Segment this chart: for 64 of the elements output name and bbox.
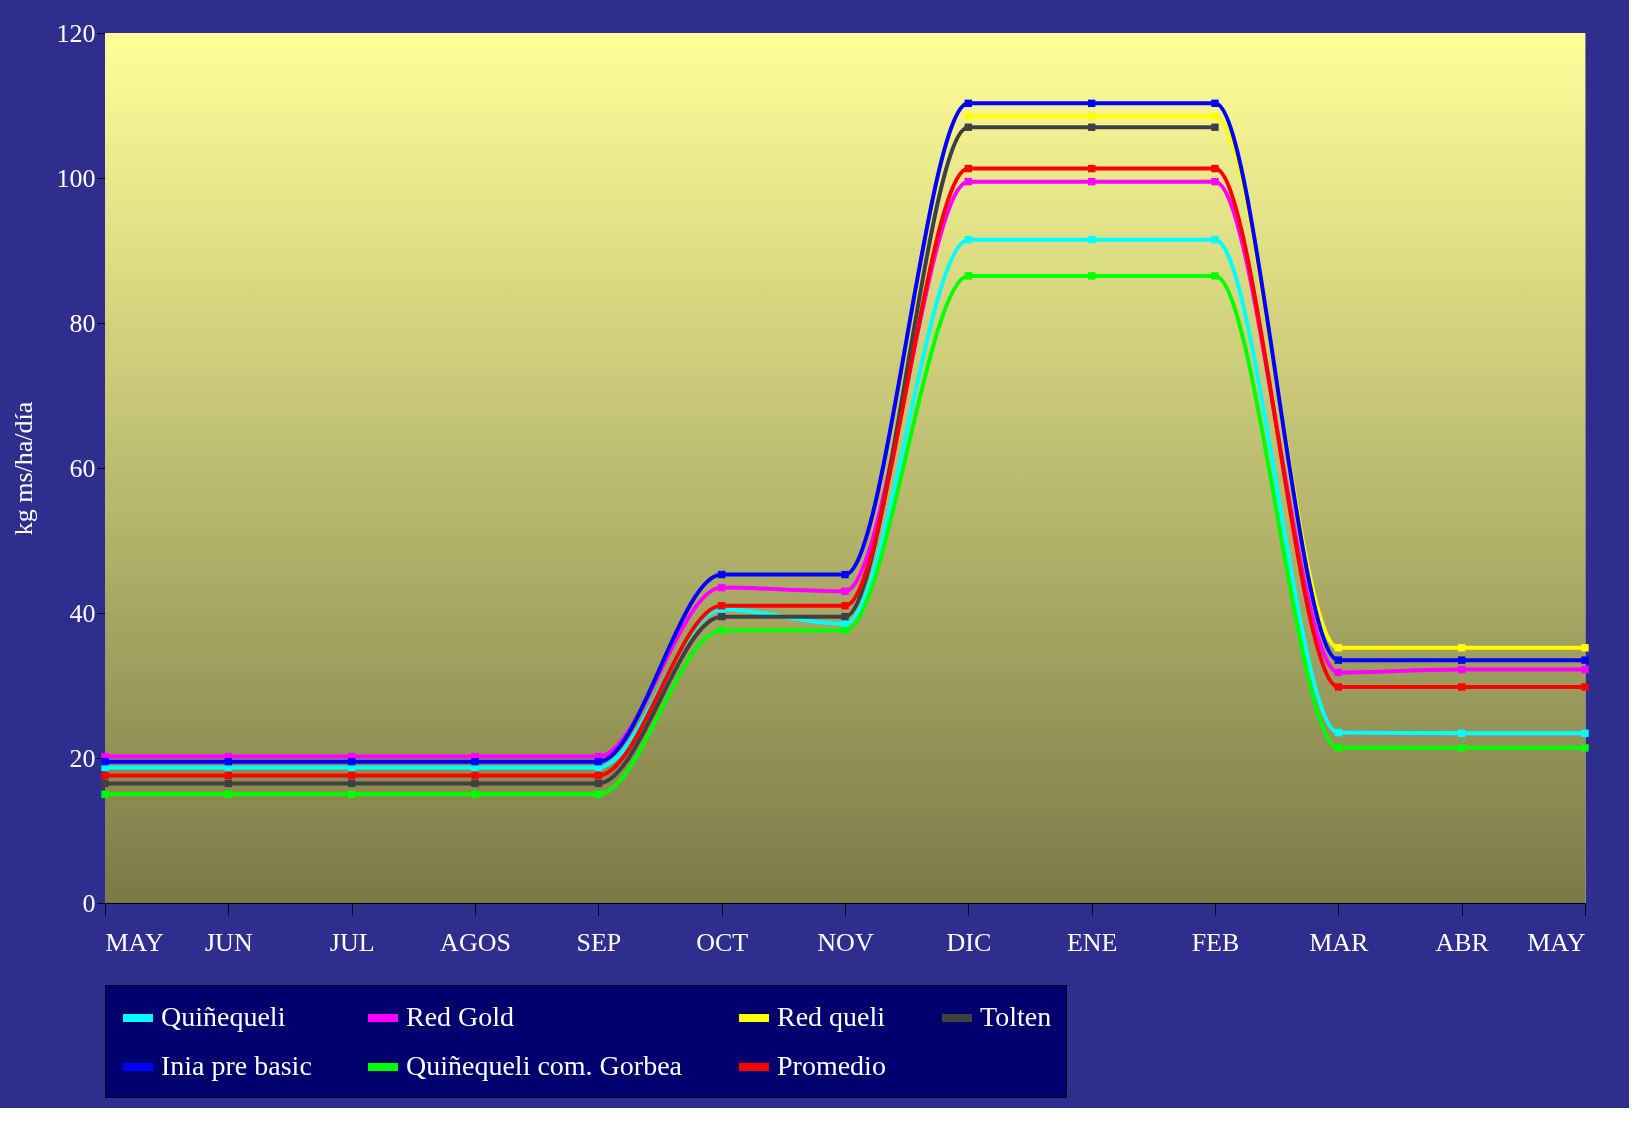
y-tick-label: 40 (69, 598, 96, 628)
y-tick-label: 80 (69, 308, 96, 338)
point (1211, 123, 1219, 131)
legend-label: Tolten (980, 1001, 1052, 1032)
x-tick-label: ENE (1066, 927, 1118, 957)
point (1211, 99, 1219, 108)
point (1457, 683, 1466, 691)
point (1581, 744, 1589, 752)
x-tick-label: JUN (205, 927, 253, 957)
point (1334, 744, 1343, 752)
point (1211, 235, 1219, 244)
point (1581, 665, 1589, 674)
x-tick-label: MAY (105, 927, 165, 957)
point (841, 626, 849, 635)
point (101, 790, 109, 798)
x-tick-label: JUL (329, 927, 375, 957)
x-tick-label: NOV (817, 927, 874, 957)
point (101, 771, 109, 780)
point (841, 612, 849, 621)
x-tick-label: MAR (1309, 927, 1370, 957)
point (471, 790, 479, 798)
point (1211, 112, 1219, 121)
point (1581, 656, 1589, 664)
y-tick-label: 120 (56, 18, 96, 48)
point (1211, 272, 1219, 280)
legend-label: Inia pre basic (161, 1050, 312, 1081)
x-tick-label: ABR (1435, 927, 1490, 957)
point (1581, 683, 1589, 691)
point (841, 570, 849, 579)
y-tick-label: 100 (56, 163, 96, 193)
y-tick-label: 60 (69, 453, 96, 483)
x-tick-label: MAY (1527, 927, 1586, 957)
point (841, 587, 849, 595)
x-tick-label: FEB (1191, 927, 1240, 957)
point (1211, 177, 1219, 186)
legend-label: Red Gold (406, 1001, 515, 1032)
x-tick-label: AGOS (440, 927, 511, 957)
point (1457, 644, 1466, 652)
point (1457, 656, 1466, 664)
point (101, 779, 109, 788)
point (1334, 644, 1343, 652)
x-tick-label: OCT (696, 927, 749, 957)
point (841, 602, 849, 610)
y-tick-label: 20 (69, 743, 96, 773)
point (471, 757, 479, 766)
point (1211, 164, 1219, 173)
point (1457, 744, 1466, 752)
point (1581, 644, 1589, 652)
x-tick-label: DIC (946, 927, 992, 957)
point (1334, 656, 1343, 664)
legend-label: Red queli (777, 1001, 886, 1032)
y-axis-title: kg ms/ha/día (8, 401, 38, 536)
x-tick-label: SEP (576, 927, 622, 957)
point (1581, 729, 1589, 738)
point (964, 272, 973, 280)
legend-label: Promedio (777, 1050, 886, 1081)
y-tick-label: 0 (82, 888, 96, 918)
legend-label: Quiñequeli com. Gorbea (406, 1050, 683, 1081)
point (1087, 272, 1096, 280)
legend-label: Quiñequeli (161, 1001, 286, 1032)
point (1334, 683, 1343, 691)
point (101, 757, 109, 766)
point (471, 771, 479, 780)
point (471, 779, 479, 788)
